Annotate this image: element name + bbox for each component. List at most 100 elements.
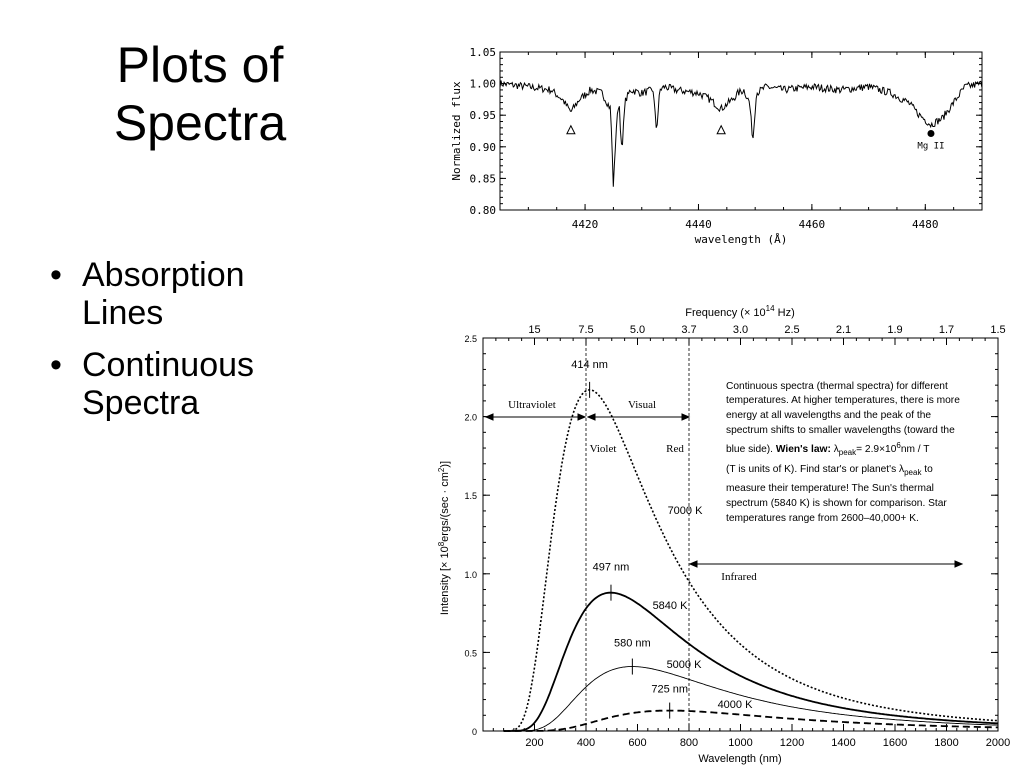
circle-marker	[927, 130, 935, 138]
spectrum-line	[499, 80, 983, 187]
y-tick-label: 0	[472, 727, 477, 737]
x-tick-label: 1800	[934, 737, 958, 749]
x-tick-label: 200	[525, 737, 543, 749]
top-axis-label-tail: Hz)	[775, 307, 795, 319]
y-tick-label: 0.90	[470, 141, 497, 154]
y-tick-label: 2.0	[464, 413, 477, 423]
y-tick-label: 0.95	[470, 109, 497, 122]
description-line: (T is units of K). Find star's or planet…	[726, 464, 933, 477]
y-axis-label-sup2: 2	[437, 467, 446, 472]
x-tick-label: 1600	[883, 737, 907, 749]
peak-label: 580 nm	[614, 638, 651, 650]
wien-tail: nm / T	[901, 444, 930, 455]
curve-temp-label: 7000 K	[668, 505, 704, 517]
visual-arrow	[586, 413, 691, 421]
curve-7000k	[503, 389, 999, 732]
y-axis-label: Normalized flux	[450, 81, 463, 181]
infrared-label: Infrared	[721, 571, 757, 583]
absorption-spectrum-chart: 4420 4440 4460 4480 0.80 0.85 0.90 0.95 1.00 1.05…	[450, 46, 983, 246]
ultraviolet-arrow	[484, 413, 587, 421]
slide-title-line: Plots of	[116, 37, 284, 93]
description-tail: to	[921, 464, 933, 475]
description-text: Continuous spectra (thermal spectra) for…	[726, 381, 960, 524]
description-lambda: λ	[899, 464, 904, 475]
y-tick-label: 2.5	[464, 334, 477, 344]
x-tick-label: 400	[577, 737, 595, 749]
wien-eq: = 2.9×10	[856, 444, 897, 455]
violet-label: Violet	[590, 443, 617, 455]
y-axis-label: Intensity [× 108ergs/(sec · cm2)]	[437, 461, 451, 615]
description-line: temperatures. At higher temperatures, th…	[726, 395, 960, 406]
description-line-start: blue side).	[726, 444, 773, 455]
temperature-curves	[503, 389, 999, 732]
wien-law-label: Wien's law:	[776, 444, 831, 455]
top-tick-label: 3.0	[733, 324, 748, 336]
x-axis-label: wavelength (Å)	[695, 233, 788, 246]
marker-label: Mg II	[917, 142, 944, 152]
plot-frame	[499, 51, 983, 211]
x-axis-label: Wavelength (nm)	[698, 753, 781, 765]
peak-label: 414 nm	[571, 359, 608, 371]
curve-temp-label: 5000 K	[667, 659, 703, 671]
description-line: energy at all wavelengths and the peak o…	[726, 410, 931, 421]
top-tick-label: 15	[528, 324, 540, 336]
ultraviolet-label: Ultraviolet	[508, 399, 556, 411]
wien-sup: 6	[896, 441, 901, 450]
red-label: Red	[666, 443, 684, 455]
y-tick-label: 1.00	[470, 78, 497, 91]
top-tick-label: 3.7	[681, 324, 696, 336]
top-axis-label-sup: 14	[766, 304, 775, 313]
bullet-list: Absorption Lines Continuous Spectra	[44, 256, 314, 436]
bullet-item: Continuous Spectra	[44, 346, 314, 422]
top-tick-label: 5.0	[630, 324, 645, 336]
curve-temp-label: 4000 K	[718, 699, 754, 711]
triangle-marker	[566, 124, 576, 135]
top-tick-label: 7.5	[578, 324, 593, 336]
x-tick-label: 4460	[799, 218, 826, 231]
wien-sub: peak	[839, 448, 857, 457]
top-axis-label-text: Frequency (× 10	[685, 307, 765, 319]
description-line: Continuous spectra (thermal spectra) for…	[726, 381, 948, 392]
description-sub: peak	[904, 468, 922, 477]
curve-temp-label: 5840 K	[653, 600, 689, 612]
top-axis-label: Frequency (× 1014 Hz)	[685, 304, 794, 319]
annotation-markers: Mg II	[566, 124, 945, 152]
y-tick-label: 1.0	[464, 570, 477, 580]
y-axis-label-sup: 8	[437, 541, 446, 546]
x-tick-label: 4440	[685, 218, 712, 231]
bullet-item: Absorption Lines	[44, 256, 314, 332]
description-line-a: (T is units of K). Find star's or planet…	[726, 464, 899, 475]
blackbody-chart: 200 400 600 800 1000 1200 1400 1600 1800 2000 0 0.5…	[437, 304, 1010, 765]
y-tick-label: 0.85	[470, 172, 497, 185]
x-tick-label: 600	[628, 737, 646, 749]
infrared-arrow	[688, 560, 964, 568]
x-tick-label: 4480	[912, 218, 939, 231]
curve-5840k	[503, 591, 999, 732]
x-tick-label: 2000	[986, 737, 1010, 749]
top-tick-label: 1.9	[887, 324, 902, 336]
y-axis-label-end: )]	[439, 461, 451, 468]
wien-lambda: λ	[834, 444, 839, 455]
y-tick-label: 0.5	[464, 648, 477, 658]
top-tick-label: 1.7	[939, 324, 954, 336]
y-axis-label-text: Intensity [× 10	[439, 546, 451, 615]
y-tick-label: 1.5	[464, 491, 477, 501]
x-tick-label: 4420	[572, 218, 599, 231]
triangle-marker	[716, 124, 726, 135]
curve-5000k	[503, 666, 999, 732]
y-tick-label: 0.80	[470, 204, 497, 217]
description-line: measure their temperature! The Sun's the…	[726, 483, 934, 494]
y-axis-label-mid: ergs/(sec · cm	[439, 472, 451, 542]
top-tick-label: 2.1	[836, 324, 851, 336]
curve-labels: 7000 K 414 nm 5840 K 497 nm 5000 K 580 nm 4000…	[571, 359, 753, 719]
peak-label: 497 nm	[593, 562, 630, 574]
description-line: spectrum (5840 K) is shown for compariso…	[726, 498, 947, 509]
x-tick-label: 1200	[780, 737, 804, 749]
peak-label: 725 nm	[651, 684, 688, 696]
x-tick-label: 1000	[728, 737, 752, 749]
top-tick-label: 2.5	[784, 324, 799, 336]
y-tick-label: 1.05	[470, 46, 497, 59]
description-line: spectrum shifts to smaller wavelengths (…	[726, 425, 955, 436]
x-tick-label: 800	[680, 737, 698, 749]
description-line: temperatures range from 2600–40,000+ K.	[726, 513, 919, 524]
